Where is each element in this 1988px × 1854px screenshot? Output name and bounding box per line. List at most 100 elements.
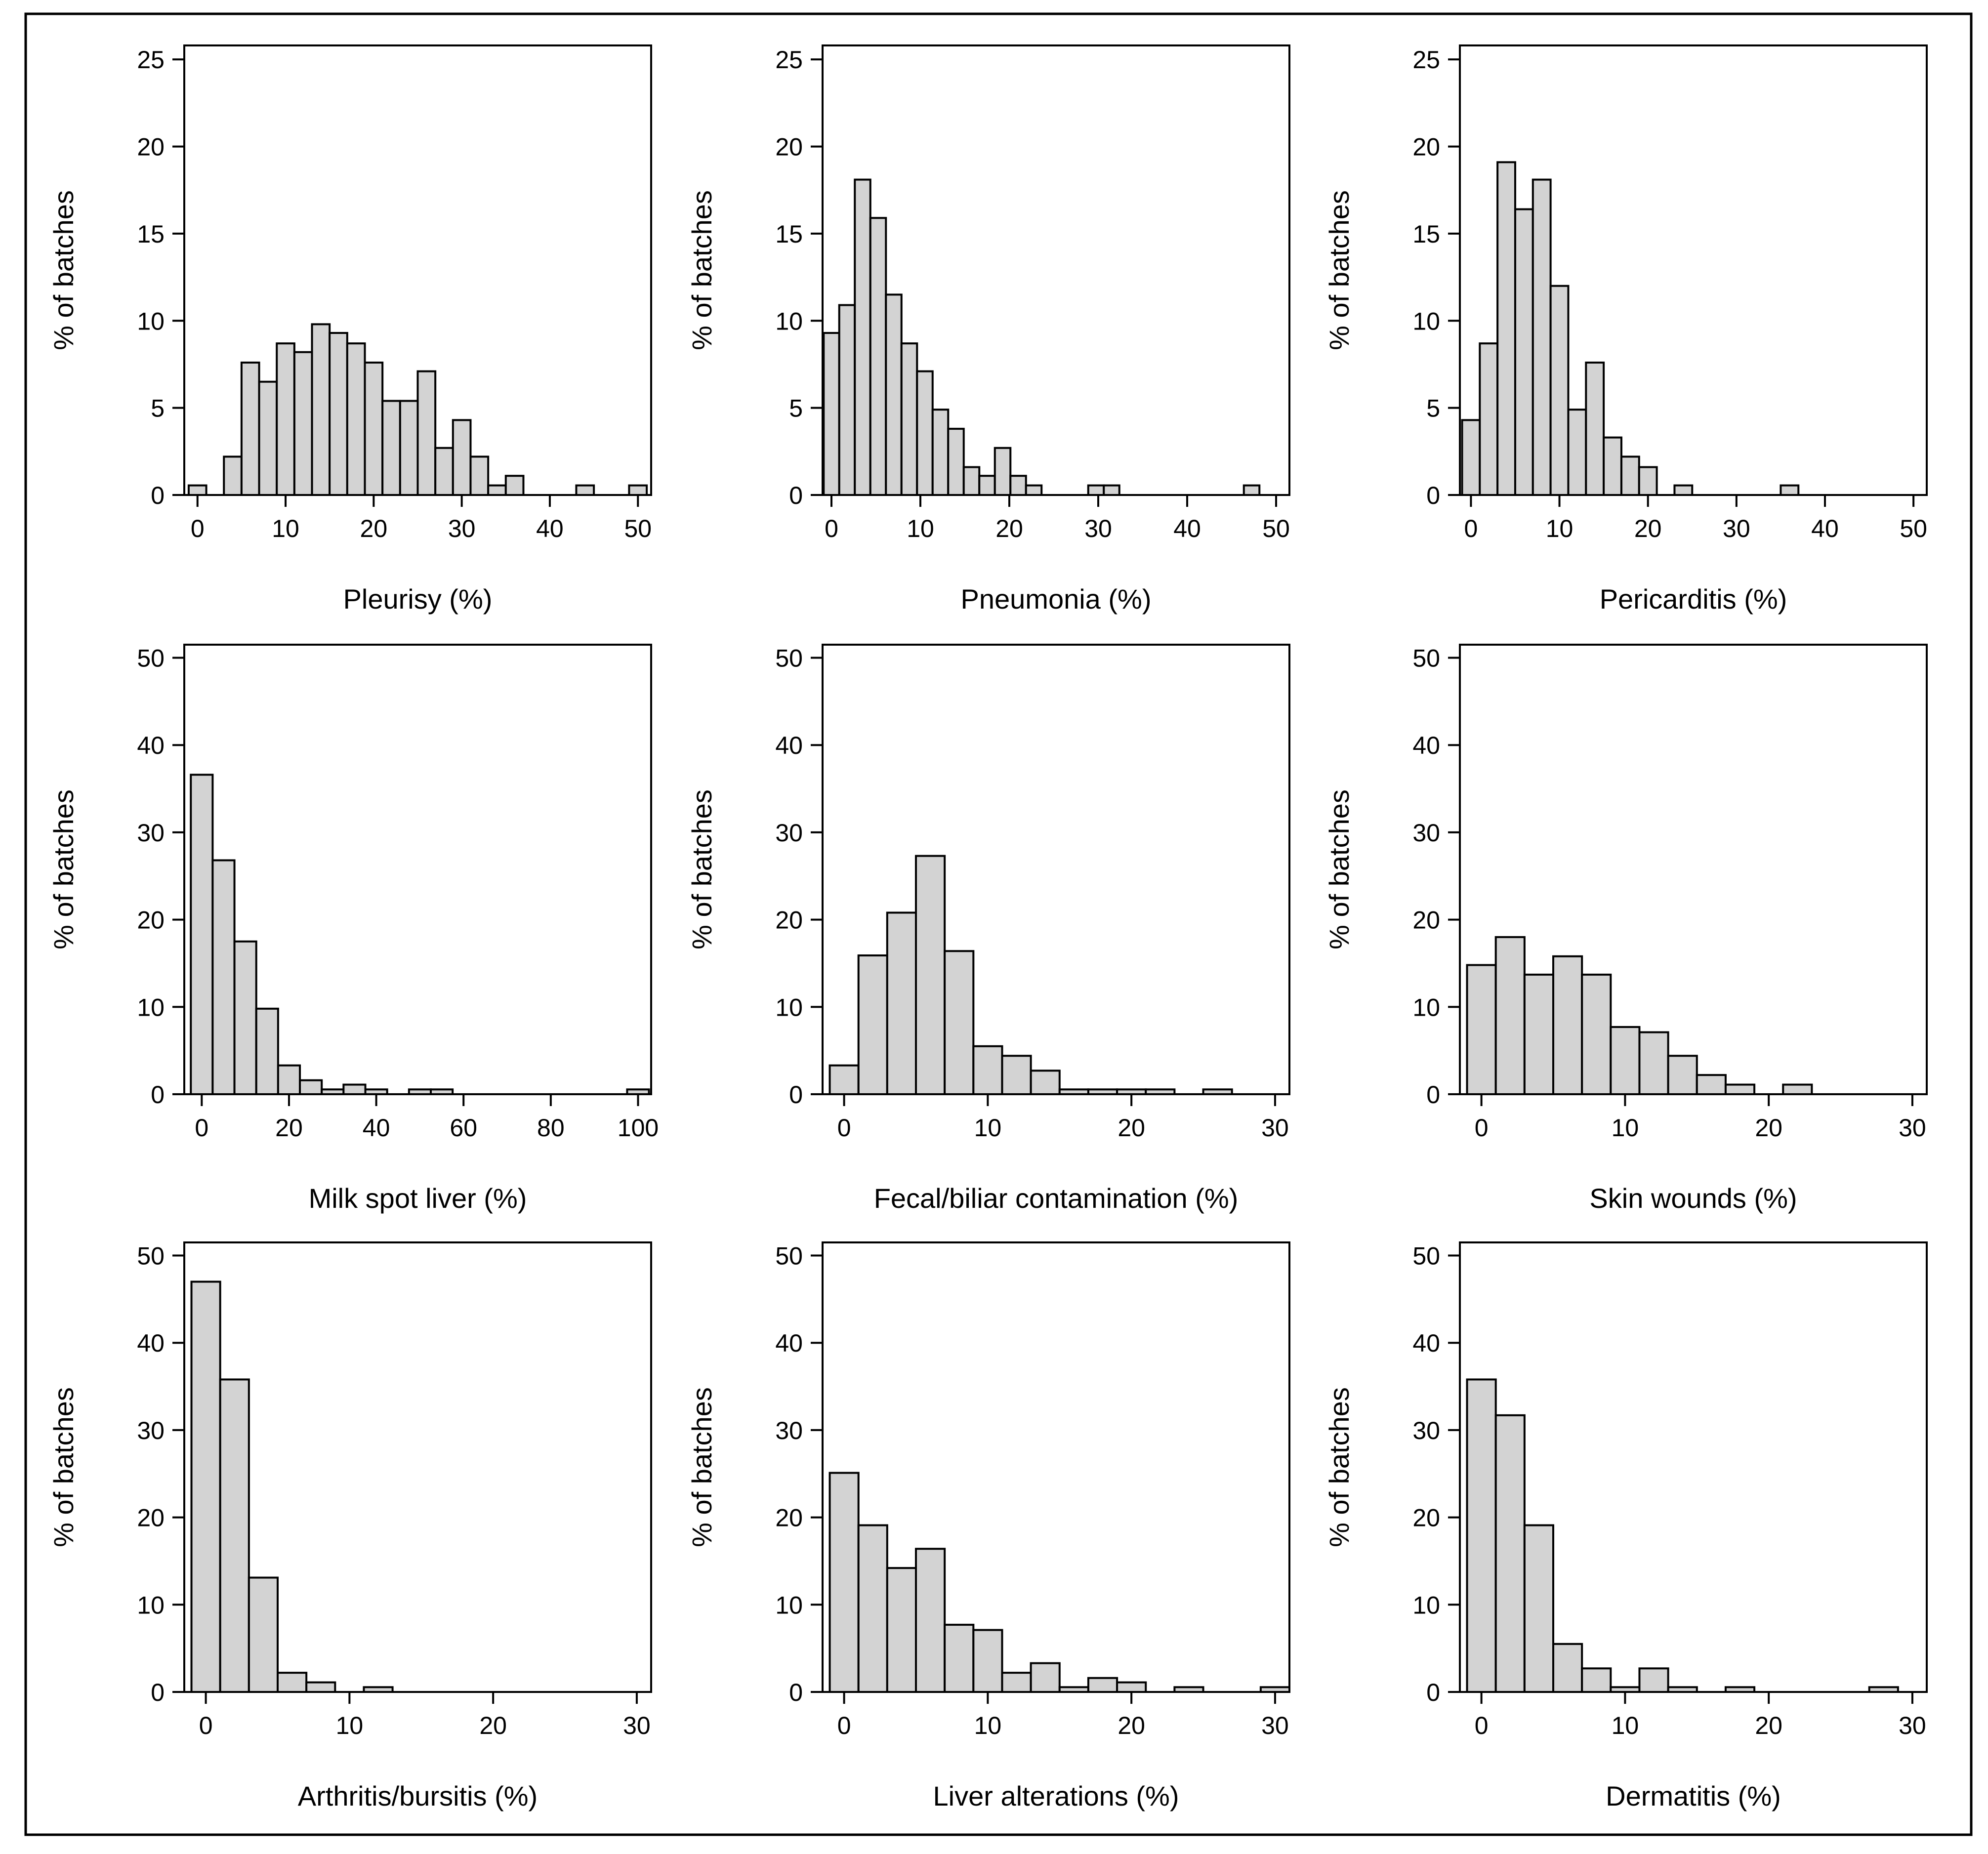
y-tick-label: 30 (775, 1417, 803, 1444)
x-tick-label: 50 (1262, 515, 1290, 542)
x-axis-label: Milk spot liver (%) (309, 1183, 527, 1214)
histogram-bar (916, 370, 934, 496)
x-tick-label: 100 (618, 1114, 659, 1142)
histogram-bar (854, 178, 871, 496)
histogram-bar (277, 1064, 301, 1095)
histogram-bar (258, 380, 278, 496)
y-tick-label: 25 (137, 46, 165, 74)
histogram-panel: 0 10 20 30 40 50 0 20 40 60 80 100 Milk spot liver (… (48, 644, 659, 1214)
histogram-bar (342, 1083, 367, 1095)
y-tick-label: 0 (151, 1679, 165, 1706)
histogram-bar (1009, 475, 1027, 496)
y-axis-label: % of batches (686, 190, 717, 350)
y-tick-label: 25 (775, 46, 803, 74)
histogram-bar (915, 855, 946, 1096)
histogram-bar (828, 1064, 860, 1095)
y-tick-label: 50 (1412, 645, 1440, 672)
histogram-bar (1025, 484, 1043, 496)
histogram-panel: 0 10 20 30 40 50 0 10 20 30 Fecal/biliar contamina… (686, 644, 1290, 1214)
y-tick-label: 0 (789, 1081, 803, 1109)
y-tick-label: 20 (775, 1504, 803, 1532)
x-tick-label: 0 (195, 1114, 208, 1142)
y-tick-label: 50 (775, 645, 803, 672)
x-tick-label: 30 (1261, 1712, 1289, 1739)
y-tick-label: 50 (137, 1242, 165, 1270)
y-tick-label: 40 (1412, 732, 1440, 759)
plot-frame (183, 1241, 652, 1693)
histogram-bar (1638, 466, 1658, 496)
y-tick-label: 0 (151, 1081, 165, 1109)
y-tick-label: 30 (775, 819, 803, 847)
y-tick-label: 40 (775, 1329, 803, 1357)
histogram-bar (1673, 484, 1694, 496)
y-tick-label: 10 (1412, 1591, 1440, 1619)
x-axis-label: Skin wounds (%) (1589, 1183, 1797, 1214)
histogram-bar (1103, 484, 1120, 496)
plot-frame (1459, 644, 1928, 1095)
x-tick-label: 60 (450, 1114, 477, 1142)
plot-frame (1459, 1241, 1928, 1693)
histogram-bar (978, 475, 996, 496)
x-tick-label: 20 (1755, 1712, 1782, 1739)
histogram-bar (628, 484, 648, 496)
histogram-bar (1466, 1378, 1497, 1693)
x-tick-label: 0 (199, 1712, 213, 1739)
histogram-bar (190, 774, 214, 1095)
y-tick-label: 40 (137, 732, 165, 759)
histogram-bar (1523, 973, 1555, 1096)
plot-frame (1459, 44, 1928, 496)
x-tick-label: 30 (1723, 515, 1750, 542)
y-tick-label: 10 (775, 1591, 803, 1619)
histogram-bar (886, 1567, 917, 1693)
histogram-bar (1585, 361, 1605, 496)
y-tick-label: 15 (775, 220, 803, 248)
x-tick-label: 50 (624, 515, 652, 542)
y-tick-label: 20 (1412, 133, 1440, 161)
y-tick-label: 10 (137, 993, 165, 1021)
histogram-bar (311, 323, 331, 496)
histogram-bar (1494, 1414, 1526, 1693)
x-tick-label: 40 (536, 515, 564, 542)
histogram-bar (211, 859, 236, 1096)
y-tick-label: 10 (1412, 307, 1440, 335)
histogram-bar (962, 466, 981, 496)
histogram-bar (504, 475, 525, 496)
x-tick-label: 0 (837, 1114, 851, 1142)
histogram-bar (1581, 973, 1612, 1096)
y-tick-label: 50 (137, 645, 165, 672)
x-tick-label: 30 (1084, 515, 1112, 542)
x-tick-label: 40 (1173, 515, 1201, 542)
histogram-bar (869, 217, 887, 496)
x-tick-label: 0 (1475, 1712, 1489, 1739)
histogram-bar (1552, 955, 1583, 1096)
x-tick-label: 40 (363, 1114, 390, 1142)
histogram-bar (575, 484, 595, 496)
x-tick-label: 30 (623, 1712, 651, 1739)
x-axis-label: Liver alterations (%) (933, 1780, 1179, 1812)
histogram-bar (1030, 1662, 1061, 1693)
histogram-bar (293, 351, 313, 496)
histogram-bar (276, 342, 295, 496)
y-tick-label: 5 (789, 395, 803, 422)
plot-frame (183, 44, 652, 496)
y-tick-label: 0 (1426, 1081, 1440, 1109)
x-tick-label: 10 (1546, 515, 1574, 542)
histogram-bar (1466, 964, 1497, 1096)
histogram-bar (838, 304, 856, 496)
y-tick-label: 30 (137, 1417, 165, 1444)
histogram-bar (828, 1472, 860, 1693)
y-tick-label: 10 (137, 307, 165, 335)
histogram-panel: 0 10 20 30 40 50 0 10 20 30 Dermatitis (%) % of bat… (1324, 1241, 1928, 1812)
x-tick-label: 0 (1464, 515, 1478, 542)
y-tick-label: 0 (151, 482, 165, 509)
histogram-bar (255, 1007, 279, 1096)
histogram-bar (1552, 1643, 1583, 1693)
x-tick-label: 10 (1612, 1114, 1639, 1142)
histogram-bar (857, 954, 888, 1096)
histogram-bar (329, 331, 348, 496)
x-tick-label: 20 (995, 515, 1023, 542)
y-axis-label: % of batches (48, 789, 79, 949)
x-tick-label: 10 (336, 1712, 364, 1739)
histogram-bar (1523, 1524, 1555, 1693)
plot-frame (183, 644, 652, 1095)
